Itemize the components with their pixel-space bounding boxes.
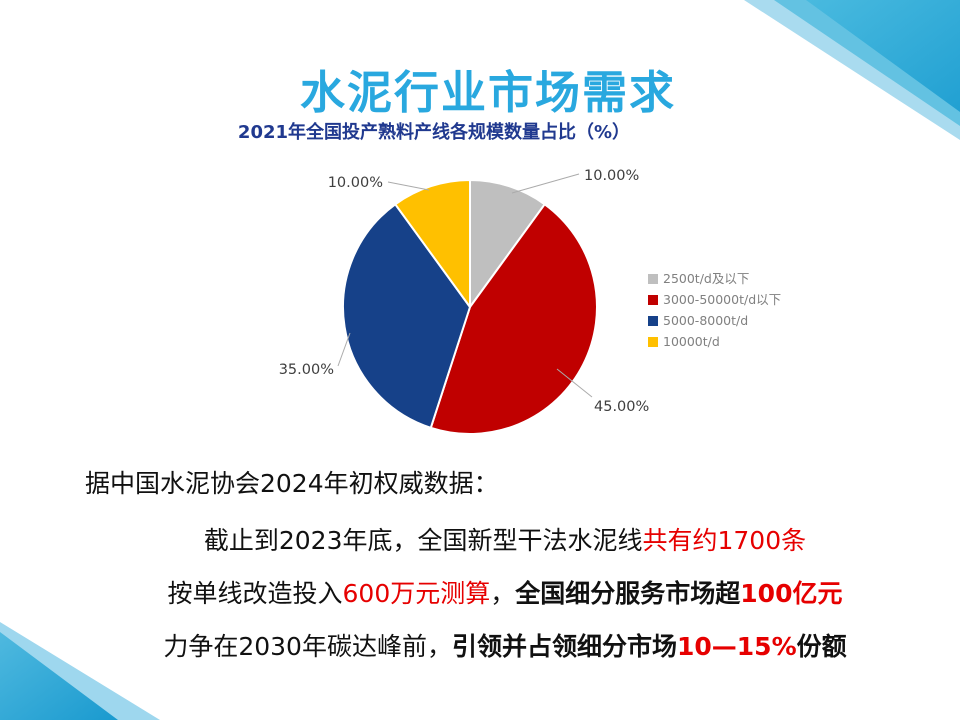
pie-label-blue: 35.00% — [279, 362, 334, 378]
body-text-bold: 全国细分服务市场超 — [515, 579, 741, 608]
body-text: 据中国水泥协会2024年初权威数据： — [85, 469, 499, 498]
legend-swatch-gray — [648, 274, 658, 284]
legend-label-blue: 5000-8000t/d — [663, 313, 748, 328]
pie-slice-3000-50000td — [429, 203, 598, 435]
pie-slice-10000td — [394, 179, 471, 308]
body-text-highlight-bold: 100亿元 — [740, 579, 843, 608]
body-text-highlight: 共有约1700条 — [642, 526, 807, 555]
leader-line-blue — [337, 332, 351, 367]
legend-label-red: 3000-50000t/d以下 — [663, 292, 781, 307]
legend-swatch-blue — [648, 316, 658, 326]
leader-line-gray — [511, 173, 580, 194]
legend-swatch-yellow — [648, 337, 658, 347]
body-text: ， — [490, 579, 516, 608]
chart-title: 2021年全国投产熟料产线各规模数量占比（%） — [237, 122, 631, 143]
chart-legend: 2500t/d及以下 3000-50000t/d以下 5000-8000t/d … — [648, 271, 781, 349]
leader-line-yellow — [387, 181, 430, 191]
triangle-dark — [806, 0, 960, 112]
body-line-4: 力争在2030年碳达峰前，引领并占领细分市场10—15%份额 — [50, 627, 960, 663]
body-text-highlight-bold: 10—15% — [676, 632, 797, 661]
body-text-bold: 引领并占领细分市场 — [451, 632, 677, 661]
pie-slice-2500td-and-below — [469, 179, 546, 308]
slide-title: 水泥行业市场需求 — [299, 66, 676, 119]
legend-swatch-red — [648, 295, 658, 305]
body-line-3: 按单线改造投入600万元测算，全国细分服务市场超100亿元 — [50, 574, 960, 610]
corner-decoration-top-right — [744, 0, 960, 140]
body-line-1: 据中国水泥协会2024年初权威数据： — [85, 464, 499, 500]
body-line-2: 截止到2023年底，全国新型干法水泥线共有约1700条 — [50, 521, 960, 557]
legend-label-yellow: 10000t/d — [663, 334, 720, 349]
body-text-highlight: 600万元测算 — [342, 579, 491, 608]
pie-label-yellow: 10.00% — [328, 175, 383, 191]
corner-decoration-bottom-left — [0, 622, 160, 720]
pie-chart: 10.00% 10.00% 35.00% 45.00% 2500t/d及以下 3… — [279, 168, 781, 435]
pie-label-gray: 10.00% — [584, 168, 639, 184]
triangle-dark — [0, 632, 118, 720]
legend-label-gray: 2500t/d及以下 — [663, 271, 749, 286]
pie-slice-5000-8000td — [342, 203, 471, 429]
body-text-bold: 份额 — [796, 632, 847, 661]
leader-line-red — [556, 368, 593, 398]
pie-label-red: 45.00% — [594, 399, 649, 415]
body-text: 力争在2030年碳达峰前， — [163, 632, 452, 661]
body-text: 截止到2023年底，全国新型干法水泥线 — [203, 526, 643, 555]
body-text: 按单线改造投入 — [167, 579, 343, 608]
